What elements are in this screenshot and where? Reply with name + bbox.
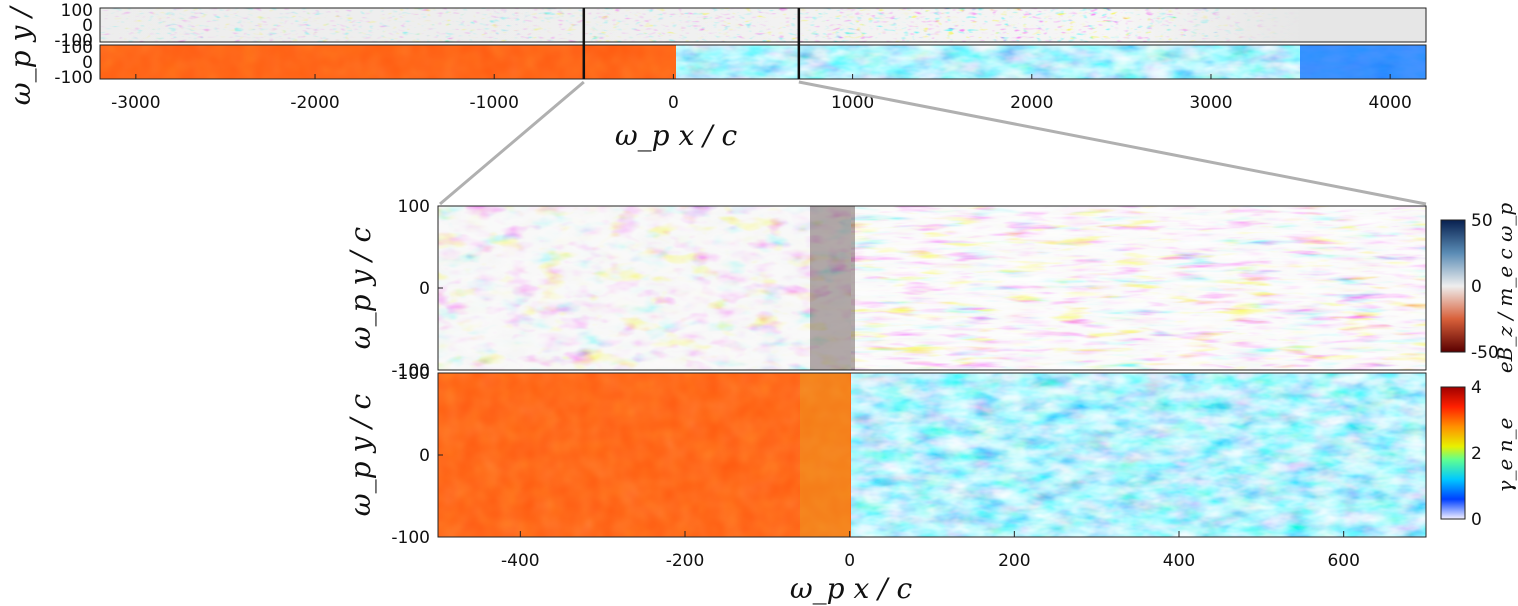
colorbar-ticks: -50 0 50 0 2 4 <box>1471 211 1499 530</box>
overview-field-frame <box>99 7 1427 43</box>
overview-x-axis-label: ω_p x / c <box>615 119 738 152</box>
overview-x-ticks: -3000 -2000 -1000 0 1000 2000 3000 4000 <box>111 74 1412 113</box>
overview-upstream-far <box>1300 45 1426 79</box>
density-colorbar <box>1440 386 1466 520</box>
zoom-xtick-label: -200 <box>666 551 705 571</box>
colorbar-tick-label: 0 <box>1471 277 1482 297</box>
zoom-ytick-label: 0 <box>419 446 430 466</box>
overview-ytick-label: -100 <box>54 31 93 51</box>
overview-ytick-label: 0 <box>82 16 93 36</box>
colorbar-tick-label: 0 <box>1471 510 1482 530</box>
overview-xtick-label: 4000 <box>1369 93 1412 113</box>
overview-density-frame <box>99 44 1427 80</box>
zoom-ytick-label: 100 <box>398 364 430 384</box>
field-colorbar <box>1440 219 1466 353</box>
overview-zoom-window-lines <box>582 8 801 79</box>
overview-downstream-texture <box>100 45 676 79</box>
overview-field-fade <box>100 8 1426 42</box>
zoom-upstream-density <box>851 373 1426 537</box>
zoom-xtick-label: -400 <box>501 551 540 571</box>
colorbar-tick-label: 2 <box>1471 444 1482 464</box>
overview-ytick-label: 0 <box>82 53 93 73</box>
zoom-density-y-axis-label: ω_p y / c <box>344 393 377 516</box>
overview-xtick-label: 2000 <box>1010 93 1053 113</box>
overview-xtick-label: 1000 <box>831 93 874 113</box>
colorbar-tick-label: -50 <box>1471 343 1499 363</box>
overview-xtick-label: -1000 <box>470 93 519 113</box>
zoom-x-axis-label: ω_p x / c <box>790 572 913 605</box>
zoom-field-y-axis-label: ω_p y / c <box>344 226 377 349</box>
overview-ytick-label: 100 <box>61 1 93 21</box>
zoom-field-heatmap-upstream <box>851 206 1426 370</box>
zoom-xtick-label: 200 <box>998 551 1030 571</box>
zoom-xtick-label: 400 <box>1163 551 1195 571</box>
zoom-field-shock-front <box>810 206 855 370</box>
overview-y-axis-label: ω_p y / c <box>4 0 37 105</box>
zoom-ytick-label: -100 <box>391 528 430 548</box>
overview-xtick-label: -3000 <box>111 93 160 113</box>
zoom-connector-left <box>439 80 585 206</box>
overview-ytick-label: 100 <box>61 38 93 58</box>
zoom-x-ticks: -400 -200 0 200 400 600 <box>501 531 1360 571</box>
density-colorbar-label: γ_e n_e <box>1493 418 1517 493</box>
field-colorbar-label: eB_z / m_e c ω_p <box>1493 203 1517 374</box>
zoom-xtick-label: 600 <box>1327 551 1359 571</box>
overview-ytick-label: -100 <box>54 68 93 88</box>
zoom-ytick-label: 0 <box>419 279 430 299</box>
zoom-xtick-label: 0 <box>844 551 855 571</box>
zoom-downstream-texture <box>438 373 851 537</box>
zoom-connector-right <box>798 80 1427 206</box>
overview-xtick-label: 0 <box>668 93 679 113</box>
zoom-field-heatmap-downstream <box>438 206 851 370</box>
overview-xtick-label: 3000 <box>1189 93 1232 113</box>
overview-xtick-label: -2000 <box>290 93 339 113</box>
zoom-ytick-label: -100 <box>391 361 430 381</box>
colorbar-tick-label: 50 <box>1471 211 1493 231</box>
colorbar-tick-label: 4 <box>1471 378 1482 398</box>
zoom-shock-transition <box>800 373 850 537</box>
zoom-ytick-label: 100 <box>398 197 430 217</box>
zoom-field-soften <box>438 206 851 370</box>
colorbars: -50 0 50 0 2 4 eB_z / m_e c ω_p γ_e n_e <box>1440 203 1517 530</box>
